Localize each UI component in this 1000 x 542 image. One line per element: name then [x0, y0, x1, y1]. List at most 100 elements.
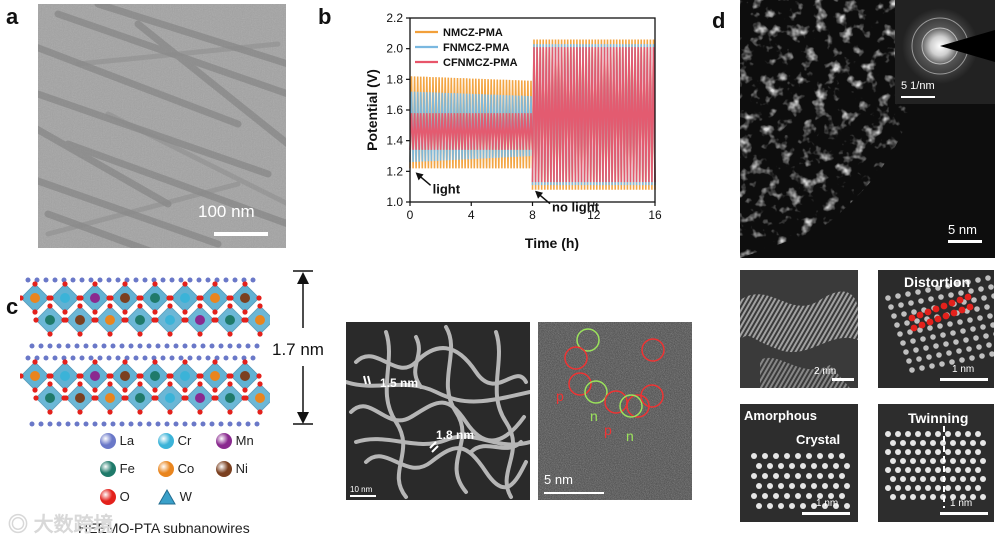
o-atom: [32, 359, 38, 365]
la-atom: [61, 277, 67, 283]
lattice-atom: [833, 463, 839, 469]
panel-label-a: a: [6, 4, 19, 29]
stem-label-1-5nm: 1.5 nm: [380, 376, 419, 390]
la-atom: [70, 277, 76, 283]
lattice-atom: [986, 342, 992, 348]
lattice-atom: [935, 285, 941, 291]
o-atom: [77, 331, 83, 337]
metal-atom: [135, 393, 145, 403]
sub1-scale-label: 2 nm: [814, 366, 837, 377]
lattice-atom: [751, 493, 757, 499]
stem-tag-p2: p: [604, 422, 612, 438]
lattice-atom: [800, 503, 806, 509]
lattice-atom: [970, 440, 976, 446]
la-atom: [209, 343, 215, 349]
metal-atom: [30, 293, 40, 303]
lattice-atom: [945, 283, 951, 289]
la-atom: [43, 355, 49, 361]
y-tick-label: 1.0: [386, 195, 403, 209]
la-atom: [88, 277, 94, 283]
lattice-atom: [784, 473, 790, 479]
o-atom: [212, 359, 218, 365]
lattice-atom: [915, 485, 921, 491]
lattice-atom: [930, 440, 936, 446]
panel-label-c: c: [6, 294, 19, 319]
lattice-atom: [828, 493, 834, 499]
la-atom: [52, 355, 58, 361]
metal-atom: [180, 371, 190, 381]
x-tick-label: 0: [407, 208, 414, 222]
la-atom: [83, 343, 89, 349]
lattice-atom: [927, 325, 933, 331]
la-atom: [97, 355, 103, 361]
o-atom: [256, 373, 262, 379]
lattice-atom: [925, 287, 931, 293]
distortion-marker: [908, 314, 916, 322]
la-atom: [110, 421, 116, 427]
lattice-atom: [806, 453, 812, 459]
la-atom: [187, 355, 193, 361]
o-atom: [257, 381, 263, 387]
o-atom: [122, 387, 128, 393]
la-atom: [142, 355, 148, 361]
o-atom: [242, 309, 248, 315]
legend-item-w: W: [158, 488, 192, 505]
o-atom: [182, 359, 188, 365]
metal-atom: [120, 293, 130, 303]
lattice-atom: [900, 494, 906, 500]
lattice-atom: [895, 485, 901, 491]
lattice-atom: [967, 317, 973, 323]
lattice-atom: [890, 476, 896, 482]
o-atom: [107, 303, 113, 309]
scale-bar-label-stem1: 10 nm: [350, 485, 373, 494]
la-atom: [97, 277, 103, 283]
lattice-atom: [910, 458, 916, 464]
lattice-atom: [929, 363, 935, 369]
lattice-atom: [955, 485, 961, 491]
lattice-atom: [784, 493, 790, 499]
o-atom: [138, 295, 144, 301]
metal-atom: [195, 393, 205, 403]
la-atom: [106, 277, 112, 283]
la-atom: [155, 343, 161, 349]
la-atom: [115, 277, 121, 283]
lattice-atom: [894, 322, 900, 328]
la-atom: [241, 277, 247, 283]
la-atom: [164, 421, 170, 427]
x-tick-label: 8: [529, 208, 536, 222]
lattice-atom: [789, 503, 795, 509]
metal-atom: [225, 393, 235, 403]
series-line-cfnmcz-pma-no-light: [531, 47, 656, 183]
lattice-atom: [762, 493, 768, 499]
saed-scale-label: 5 1/nm: [901, 80, 935, 92]
lattice-atom: [885, 431, 891, 437]
lattice-atom: [811, 463, 817, 469]
lattice-atom: [920, 458, 926, 464]
metal-atom: [150, 371, 160, 381]
lattice-atom: [900, 476, 906, 482]
o-atom: [212, 281, 218, 287]
lattice-atom: [905, 291, 911, 297]
metal-atom: [105, 393, 115, 403]
lattice-atom: [930, 334, 936, 340]
lattice-atom: [970, 476, 976, 482]
o-atom: [213, 317, 219, 323]
la-atom: [25, 277, 31, 283]
annotation-label: no light: [552, 200, 600, 215]
la-atom: [196, 277, 202, 283]
lattice-atom: [828, 473, 834, 479]
plot-area: [409, 39, 656, 190]
lattice-atom: [905, 431, 911, 437]
lattice-atom: [901, 311, 907, 317]
o-atom: [93, 395, 99, 401]
o-atom: [212, 387, 218, 393]
lattice-atom: [989, 351, 994, 357]
scale-bar-label-a: 100 nm: [198, 202, 255, 221]
lattice-atom: [923, 345, 929, 351]
lattice-atom: [895, 431, 901, 437]
legend-item-cr: Cr: [158, 432, 191, 449]
o-atom: [137, 331, 143, 337]
o-atom: [212, 309, 218, 315]
o-atom: [63, 317, 69, 323]
lattice-atom: [965, 449, 971, 455]
